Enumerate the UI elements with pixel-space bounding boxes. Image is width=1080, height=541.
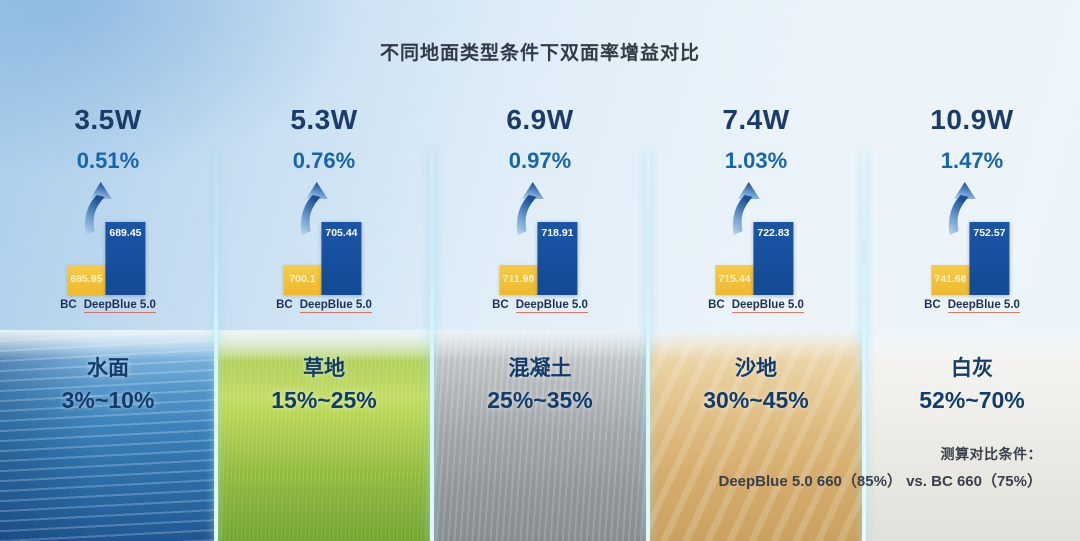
albedo-range: 30%~45% <box>703 387 809 413</box>
bar-bc: 711.98 <box>499 265 538 295</box>
gain-percent: 0.51% <box>76 148 140 173</box>
series-label-bc: BC <box>708 299 725 311</box>
bar-bc-value: 700.1 <box>289 273 316 285</box>
footnote: 测算对比条件： DeepBlue 5.0 660（85%） vs. BC 660… <box>719 444 1043 491</box>
ground-column-concrete: 6.9W 0.97% 711.98 718.91 BC DeepBlue 5.0 … <box>432 0 648 541</box>
ground-name: 草地 <box>303 357 345 380</box>
bar-bc: 700.1 <box>283 265 322 295</box>
bar-bc-value: 715.44 <box>718 273 751 285</box>
ground-panel-sand: 沙地 30%~45% <box>648 330 864 541</box>
bar-deepblue-value: 718.91 <box>541 227 574 239</box>
ground-panel-water: 水面 3%~10% <box>0 330 216 541</box>
series-label-bc: BC <box>60 299 77 311</box>
up-arrow-icon <box>510 182 552 240</box>
bar-deepblue-value: 722.83 <box>757 227 790 239</box>
albedo-range: 15%~25% <box>271 387 377 413</box>
gain-watt: 10.9W <box>930 104 1014 135</box>
albedo-range: 25%~35% <box>487 387 593 413</box>
ground-column-lime: 10.9W 1.47% 741.68 752.57 BC DeepBlue 5.0… <box>864 0 1080 541</box>
series-labels: BC DeepBlue 5.0 <box>0 299 216 313</box>
bar-deepblue: 752.57 <box>969 222 1010 295</box>
bar-deepblue: 705.44 <box>321 222 362 295</box>
bar-deepblue: 689.45 <box>105 222 146 295</box>
gain-percent: 1.47% <box>940 148 1004 173</box>
series-labels: BC DeepBlue 5.0 <box>216 299 432 313</box>
ground-name: 白灰 <box>951 357 993 380</box>
series-label-deepblue: DeepBlue 5.0 <box>947 299 1020 313</box>
gain-percent: 0.76% <box>292 148 356 173</box>
ground-column-water: 3.5W 0.51% 685.95 689.45 BC DeepBlue 5.0 … <box>0 0 216 541</box>
series-labels: BC DeepBlue 5.0 <box>648 299 864 313</box>
bar-deepblue-value: 705.44 <box>325 227 358 239</box>
bar-group: 711.98 718.91 <box>499 222 578 295</box>
bar-bc: 741.68 <box>931 265 970 295</box>
ground-name: 混凝土 <box>508 357 572 380</box>
bar-bc-value: 741.68 <box>934 273 967 285</box>
albedo-range: 3%~10% <box>61 387 155 413</box>
up-arrow-icon <box>726 182 768 240</box>
series-label-bc: BC <box>492 299 509 311</box>
ground-name: 沙地 <box>735 357 777 380</box>
bar-bc: 715.44 <box>715 265 754 295</box>
bar-deepblue-value: 689.45 <box>109 227 142 239</box>
ground-column-grass: 5.3W 0.76% 700.1 705.44 BC DeepBlue 5.0 草… <box>216 0 432 541</box>
series-label-deepblue: DeepBlue 5.0 <box>731 299 804 313</box>
series-label-bc: BC <box>276 299 293 311</box>
up-arrow-icon <box>78 182 120 240</box>
gain-percent: 1.03% <box>724 148 788 173</box>
gain-percent: 0.97% <box>508 148 572 173</box>
bar-group: 700.1 705.44 <box>283 222 362 295</box>
ground-panel-grass: 草地 15%~25% <box>216 330 432 541</box>
bar-group: 741.68 752.57 <box>931 222 1010 295</box>
up-arrow-icon <box>942 182 984 240</box>
bar-deepblue-value: 752.57 <box>973 227 1006 239</box>
series-label-deepblue: DeepBlue 5.0 <box>515 299 588 313</box>
series-labels: BC DeepBlue 5.0 <box>432 299 648 313</box>
gain-watt: 7.4W <box>722 104 790 135</box>
ground-panel-lime: 白灰 52%~70% <box>864 330 1080 541</box>
up-arrow-icon <box>294 182 336 240</box>
bar-bc-value: 685.95 <box>70 273 103 285</box>
bar-group: 685.95 689.45 <box>67 222 146 295</box>
albedo-range: 52%~70% <box>919 387 1025 413</box>
gain-watt: 3.5W <box>74 104 142 135</box>
series-labels: BC DeepBlue 5.0 <box>864 299 1080 313</box>
footnote-label: 测算对比条件： <box>940 446 1042 462</box>
gain-watt: 5.3W <box>290 104 358 135</box>
series-label-bc: BC <box>924 299 941 311</box>
footnote-text: DeepBlue 5.0 660（85%） vs. BC 660（75%） <box>718 473 1043 490</box>
series-label-deepblue: DeepBlue 5.0 <box>299 299 372 313</box>
bar-bc-value: 711.98 <box>502 273 535 285</box>
page-title: 不同地面类型条件下双面率增益对比 <box>379 43 700 64</box>
ground-name: 水面 <box>87 357 129 380</box>
bar-deepblue: 722.83 <box>753 222 794 295</box>
bar-bc: 685.95 <box>67 265 106 295</box>
series-label-deepblue: DeepBlue 5.0 <box>83 299 156 313</box>
ground-panel-concrete: 混凝土 25%~35% <box>432 330 648 541</box>
bar-deepblue: 718.91 <box>537 222 578 295</box>
gain-watt: 6.9W <box>506 104 574 135</box>
ground-column-sand: 7.4W 1.03% 715.44 722.83 BC DeepBlue 5.0 … <box>648 0 864 541</box>
bar-group: 715.44 722.83 <box>715 222 794 295</box>
